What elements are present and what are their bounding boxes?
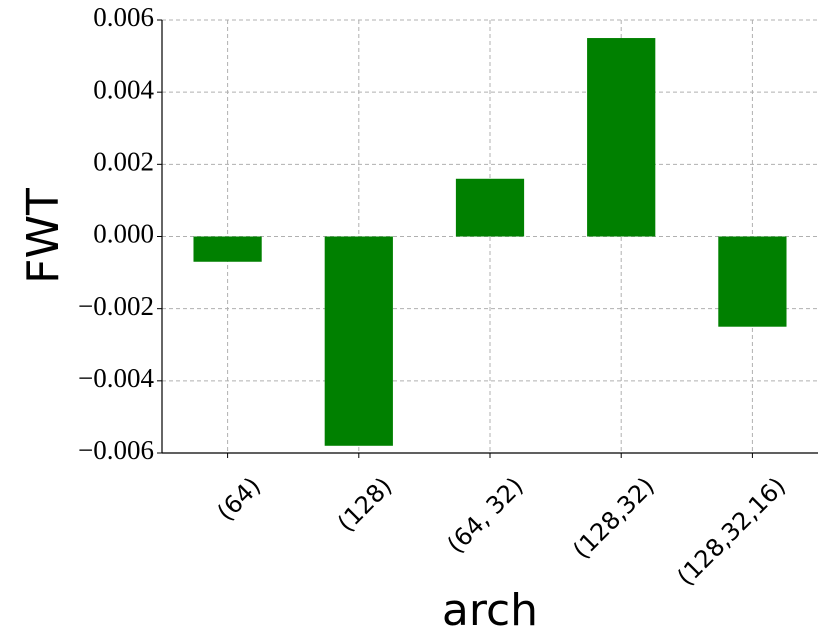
bar (718, 236, 787, 327)
y-tick-label: 0.002 (93, 147, 154, 177)
bar (455, 178, 525, 237)
x-tick-label: (128) (332, 472, 397, 537)
x-tick-label: (64) (212, 472, 267, 527)
x-tick-label: (128,32,16) (672, 472, 791, 591)
bar (324, 236, 393, 446)
x-axis-label: arch (442, 585, 538, 636)
bar (193, 236, 262, 262)
y-tick-label: −0.004 (78, 363, 154, 393)
y-tick-label: 0.004 (93, 74, 154, 104)
x-tick-label: (128,32) (567, 472, 659, 564)
y-tick-label: 0.000 (93, 219, 154, 249)
y-tick-label: −0.002 (78, 291, 154, 321)
y-tick-label: 0.006 (93, 2, 154, 32)
y-axis-label: FWT (18, 188, 69, 284)
y-tick-label: −0.006 (78, 435, 154, 465)
x-tick-label: (64, 32) (442, 472, 529, 559)
bar (587, 38, 656, 237)
